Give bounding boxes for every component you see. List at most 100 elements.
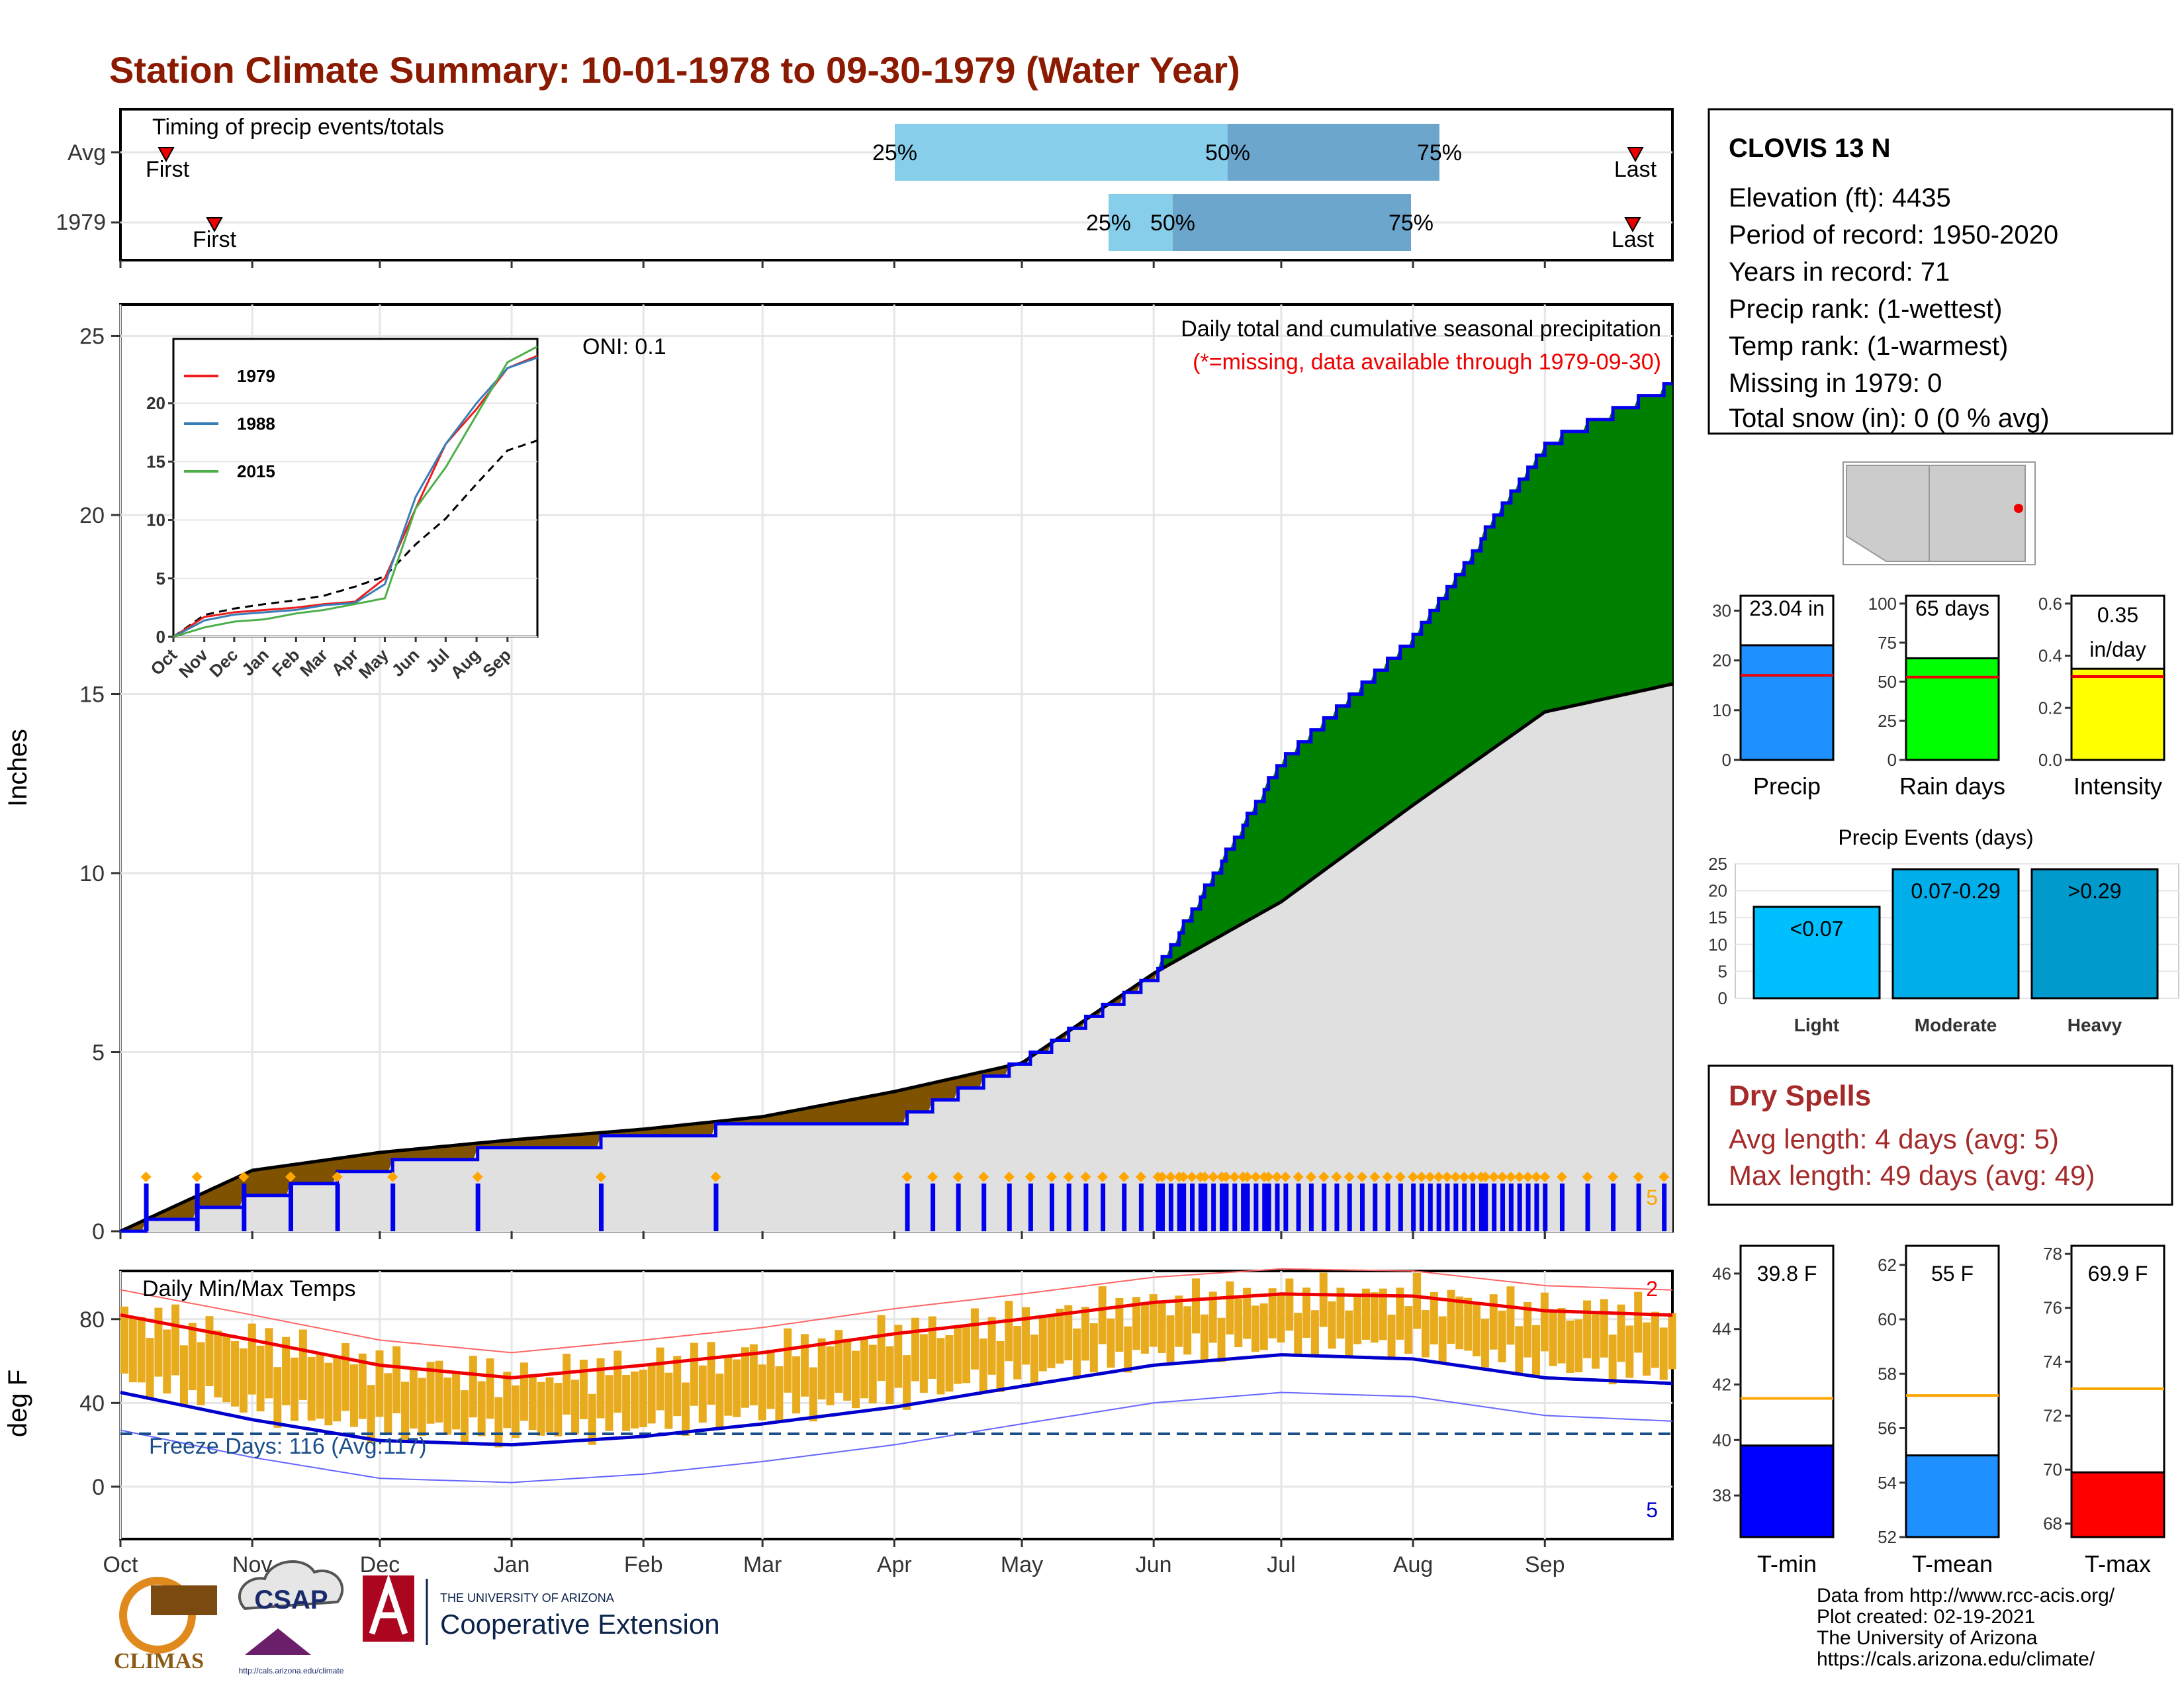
summary-tick-label-rain_days: 25	[1878, 711, 1897, 731]
csap-logo-text: CSAP	[254, 1585, 328, 1615]
precip-daily-bar	[905, 1183, 910, 1231]
temp-daily-bar	[1251, 1305, 1259, 1352]
precip-extreme-marker	[595, 1171, 606, 1182]
avg-50-75-bar	[1228, 124, 1439, 181]
temp-daily-bar	[349, 1364, 358, 1427]
temp-daily-bar	[1540, 1292, 1549, 1352]
precip-extreme-marker	[1505, 1171, 1516, 1182]
avg-75-label: 75%	[1417, 140, 1462, 165]
timing-row-avg-label: Avg	[68, 140, 106, 165]
precip-extreme-marker	[1024, 1171, 1036, 1182]
precip-extreme-marker	[901, 1171, 913, 1182]
temp-daily-bar	[477, 1381, 486, 1436]
temp-month-label-feb: Feb	[624, 1552, 663, 1577]
temp-daily-bar	[1566, 1320, 1574, 1374]
precip-daily-bar	[598, 1183, 604, 1231]
precip-legend-title: Daily total and cumulative seasonal prec…	[1181, 316, 1661, 342]
precip-daily-bar	[1373, 1183, 1378, 1231]
temp-daily-bar	[1259, 1303, 1268, 1350]
temp-daily-bar	[766, 1349, 775, 1409]
precip-extreme-marker	[472, 1171, 483, 1182]
temp-daily-bar	[1166, 1315, 1175, 1362]
temp-daily-bar	[886, 1346, 894, 1405]
year-75-label: 75%	[1388, 211, 1433, 236]
summary-label-intensity: Intensity	[2073, 773, 2162, 800]
temp-summary-tick-label-tmax: 74	[2043, 1352, 2062, 1372]
temp-daily-bar	[1362, 1288, 1370, 1340]
precip-extreme-marker	[1135, 1171, 1146, 1182]
temp-daily-bar	[358, 1353, 367, 1419]
precip-events-bars: <0.07 Light 0.07-0.29 Moderate >0.29 Heavy	[1752, 868, 2159, 1035]
precip-surplus-area	[120, 383, 1672, 1231]
precip-extreme-marker	[1488, 1171, 1500, 1182]
temp-daily-bar	[392, 1346, 401, 1414]
precip-y-ticks: 0 5 10 15 20 25	[79, 324, 120, 1244]
temp-daily-bar	[375, 1350, 384, 1417]
summary-tick-label-precip: 10	[1712, 700, 1731, 720]
precip-daily-bar	[475, 1183, 480, 1231]
events-ytick-15: 15	[1708, 908, 1727, 927]
precip-extreme-marker	[1229, 1171, 1240, 1182]
inset-ytick-label-5: 5	[156, 569, 165, 588]
dry-spells-max: Max length: 49 days (avg: 49)	[1729, 1160, 2095, 1191]
csap-cloud-shape	[238, 1560, 344, 1611]
summary-bar-intensity	[2070, 667, 2165, 761]
temp-daily-bar	[1574, 1319, 1583, 1373]
precip-daily-bar	[1168, 1183, 1173, 1231]
precip-extreme-marker	[1250, 1171, 1261, 1182]
temp-month-label-jul: Jul	[1267, 1552, 1295, 1577]
temp-daily-bar	[384, 1373, 392, 1434]
temp-daily-bar	[1659, 1327, 1668, 1380]
temp-daily-bar	[1328, 1301, 1336, 1349]
temp-daily-bar	[418, 1378, 426, 1436]
precip-daily-bar	[1160, 1183, 1165, 1231]
summary-tick-label-rain_days: 100	[1868, 594, 1897, 614]
precip-extreme-marker	[952, 1171, 964, 1182]
summary-tick-label-precip: 30	[1712, 601, 1731, 621]
precip-extreme-marker	[1080, 1171, 1091, 1182]
precip-daily-bar	[1428, 1183, 1433, 1231]
temp-daily-bar	[298, 1329, 307, 1400]
precip-extreme-marker	[1242, 1171, 1253, 1182]
station-temp-rank: Temp rank: (1-warmest)	[1729, 332, 2008, 361]
temp-daily-bar	[639, 1370, 647, 1428]
precip-extreme-marker	[1046, 1171, 1057, 1182]
csap-url: http://cals.arizona.edu/climate	[239, 1666, 344, 1675]
temp-daily-bar	[367, 1385, 375, 1443]
temp-daily-bar	[333, 1357, 341, 1422]
inset-chart: 05101520OctNovDecJanFebMarAprMayJunJulAu…	[146, 338, 539, 682]
precip-daily-bar	[1462, 1183, 1467, 1231]
temp-summary-value-tmax: 69.9 F	[2088, 1262, 2148, 1286]
temp-daily-bar	[682, 1382, 690, 1436]
temp-daily-bar	[1022, 1307, 1030, 1365]
temp-summary-tick-label-tmin: 42	[1712, 1375, 1731, 1395]
precip-extreme-marker	[1514, 1171, 1525, 1182]
precip-daily-bar	[1662, 1183, 1667, 1231]
temp-daily-bar	[1473, 1304, 1481, 1356]
precip-daily-bar	[1517, 1183, 1522, 1231]
precip-daily-bar	[1219, 1183, 1224, 1231]
precip-deficit-area	[120, 684, 1672, 1231]
precip-daily-bar	[1007, 1183, 1012, 1231]
temp-daily-bar	[1668, 1313, 1676, 1370]
temp-daily-bar	[146, 1338, 154, 1399]
precip-extreme-marker	[1063, 1171, 1074, 1182]
temp-daily-bar	[809, 1367, 817, 1422]
inset-series-1988-line	[173, 356, 538, 638]
temp-daily-bar	[128, 1317, 137, 1383]
precip-extreme-marker	[1659, 1171, 1670, 1182]
precip-daily-bar	[1198, 1183, 1203, 1231]
precip-daily-bar	[981, 1183, 987, 1231]
precip-extreme-marker	[1531, 1171, 1542, 1182]
precip-extreme-marker	[1293, 1171, 1304, 1182]
precip-daily-bar	[1083, 1183, 1089, 1231]
precip-extreme-marker	[140, 1171, 152, 1182]
temp-daily-bar	[579, 1360, 588, 1419]
precip-extreme-marker	[191, 1171, 203, 1182]
temp-daily-bar	[486, 1358, 494, 1419]
temp-daily-bar	[979, 1338, 987, 1391]
temp-daily-bar	[401, 1382, 410, 1440]
temp-daily-bar	[1353, 1294, 1362, 1344]
precip-daily-bar	[1398, 1183, 1403, 1231]
